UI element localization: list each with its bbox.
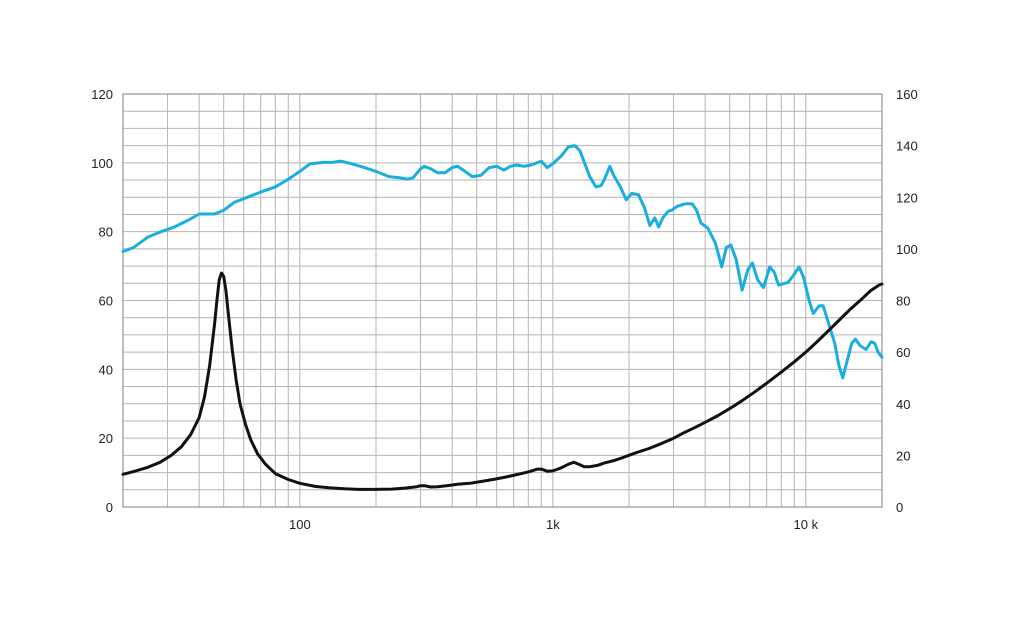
right-axis-tick-label: 20	[896, 448, 910, 463]
left-axis-tick-label: 120	[91, 87, 113, 102]
right-axis-tick-label: 160	[896, 87, 918, 102]
plot-area-frame	[122, 93, 883, 508]
left-axis-tick-label: 80	[99, 225, 113, 240]
right-axis-tick-labels: 0 20 40 60 80 100 120 140 160	[896, 87, 918, 515]
x-axis-tick-labels: 100 1k 10 k	[289, 517, 819, 532]
right-axis-tick-label: 120	[896, 190, 918, 205]
right-axis-tick-label: 40	[896, 397, 910, 412]
right-axis-tick-label: 80	[896, 294, 910, 309]
x-axis-tick-label: 10 k	[794, 517, 819, 532]
left-axis-tick-label: 20	[99, 431, 113, 446]
left-axis-tick-label: 100	[91, 156, 113, 171]
left-axis-tick-label: 0	[106, 500, 113, 515]
right-axis-tick-label: 100	[896, 242, 918, 257]
right-axis-tick-label: 60	[896, 345, 910, 360]
x-axis-tick-label: 100	[289, 517, 311, 532]
right-axis-tick-label: 140	[896, 139, 918, 154]
grid-lines	[122, 93, 883, 508]
left-axis-tick-label: 40	[99, 362, 113, 377]
left-axis-series-line	[121, 271, 884, 491]
x-axis-tick-label: 1k	[546, 517, 560, 532]
series-lines	[121, 144, 884, 491]
right-axis-tick-label: 0	[896, 500, 903, 515]
left-axis-tick-label: 60	[99, 294, 113, 309]
left-axis-tick-labels: 0 20 40 60 80 100 120	[91, 87, 113, 515]
right-axis-series-line	[121, 144, 884, 380]
